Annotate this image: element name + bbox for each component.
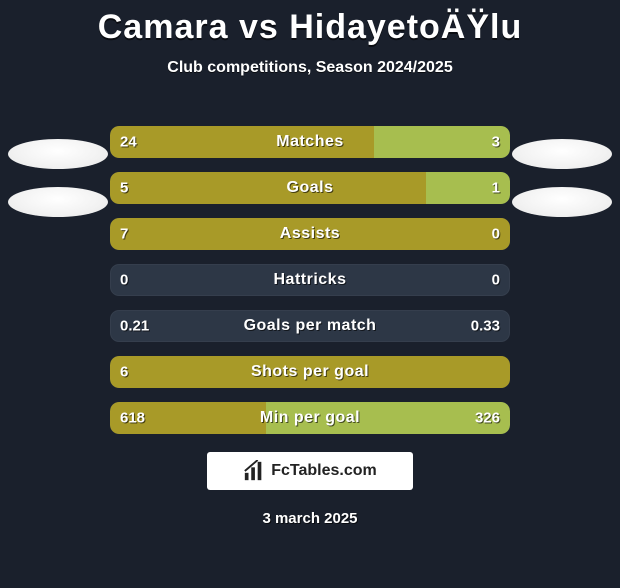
avatar-placeholder-body	[512, 187, 612, 217]
stat-label: Hattricks	[110, 271, 510, 289]
bars-icon	[243, 460, 265, 482]
stat-row: 6Shots per goal	[110, 356, 510, 388]
stat-fill-right	[266, 402, 510, 434]
footer-date: 3 march 2025	[0, 510, 620, 527]
stat-value-right: 0	[492, 272, 500, 289]
avatar-left	[6, 126, 110, 230]
avatar-right	[510, 126, 614, 230]
stat-fill-right	[426, 172, 510, 204]
stat-fill-left	[110, 356, 510, 388]
comparison-subtitle: Club competitions, Season 2024/2025	[0, 59, 620, 77]
stat-value-left: 0	[120, 272, 128, 289]
stat-fill-left	[110, 218, 510, 250]
stat-row: 70Assists	[110, 218, 510, 250]
comparison-bars: 243Matches 51Goals 70Assists 0 0Hattricks 0.2…	[110, 126, 510, 448]
stat-row: 51Goals	[110, 172, 510, 204]
stat-fill-left	[110, 126, 374, 158]
stat-value-right: 0.33	[471, 318, 500, 335]
brand-text: FcTables.com	[271, 462, 377, 480]
stat-row: 0 0Hattricks	[110, 264, 510, 296]
avatar-placeholder-head	[512, 139, 612, 169]
stat-fill-left	[110, 402, 266, 434]
stat-fill-right	[374, 126, 510, 158]
comparison-title: Camara vs HidayetoÄŸlu	[0, 8, 620, 47]
stat-row: 243Matches	[110, 126, 510, 158]
stat-row: 0.21 0.33Goals per match	[110, 310, 510, 342]
stat-fill-left	[110, 172, 426, 204]
avatar-placeholder-head	[8, 139, 108, 169]
stat-row: 618326Min per goal	[110, 402, 510, 434]
brand-badge[interactable]: FcTables.com	[207, 452, 413, 490]
avatar-placeholder-body	[8, 187, 108, 217]
stat-label: Goals per match	[110, 317, 510, 335]
stat-value-left: 0.21	[120, 318, 149, 335]
